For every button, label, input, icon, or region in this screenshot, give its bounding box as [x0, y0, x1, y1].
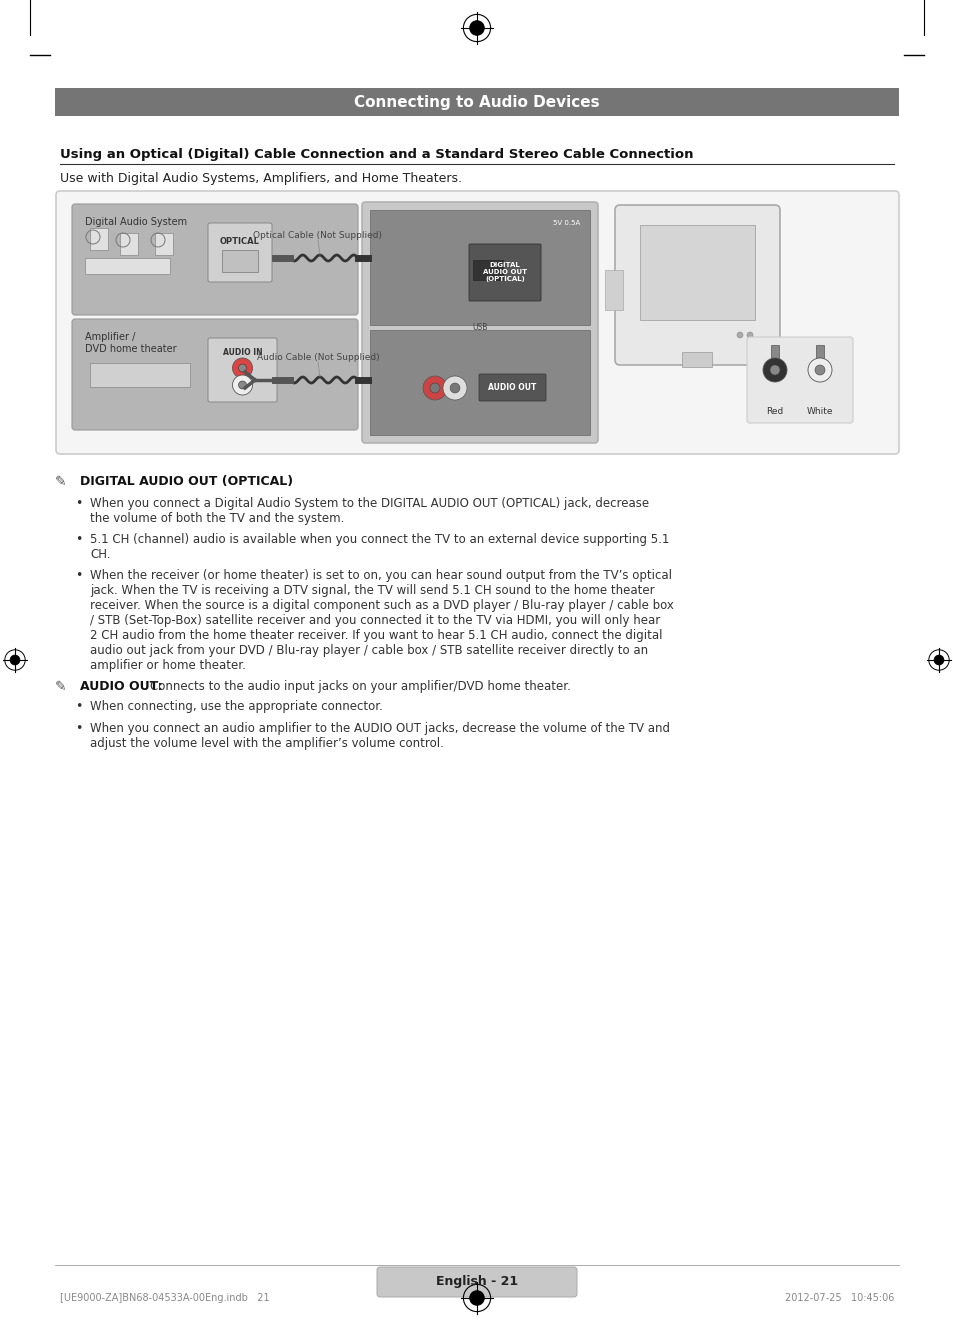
Circle shape	[469, 1291, 484, 1305]
Circle shape	[933, 655, 943, 664]
Circle shape	[422, 376, 447, 400]
Text: ✎: ✎	[55, 476, 67, 489]
Text: Use with Digital Audio Systems, Amplifiers, and Home Theaters.: Use with Digital Audio Systems, Amplifie…	[60, 172, 461, 185]
Text: Audio Cable (Not Supplied): Audio Cable (Not Supplied)	[256, 353, 379, 362]
Text: 5.1 CH (channel) audio is available when you connect the TV to an external devic: 5.1 CH (channel) audio is available when…	[90, 532, 669, 561]
Bar	[222, 250, 257, 272]
FancyBboxPatch shape	[56, 192, 898, 454]
Circle shape	[233, 375, 253, 395]
Bar	[473, 260, 502, 280]
Bar	[55, 89, 898, 116]
FancyBboxPatch shape	[746, 337, 852, 423]
FancyBboxPatch shape	[71, 203, 357, 314]
Text: 5V 0.5A: 5V 0.5A	[552, 221, 579, 226]
Bar	[154, 232, 172, 255]
Text: When you connect an audio amplifier to the AUDIO OUT jacks, decrease the volume : When you connect an audio amplifier to t…	[90, 723, 669, 750]
FancyBboxPatch shape	[208, 223, 272, 281]
Text: OPTICAL: OPTICAL	[220, 236, 259, 246]
Text: •: •	[75, 700, 82, 713]
Text: Digital Audio System: Digital Audio System	[85, 217, 187, 227]
Bar	[85, 258, 170, 273]
Text: Optical Cable (Not Supplied): Optical Cable (Not Supplied)	[253, 231, 382, 240]
Text: [UE9000-ZA]BN68-04533A-00Eng.indb   21: [UE9000-ZA]BN68-04533A-00Eng.indb 21	[60, 1293, 270, 1303]
Text: When the receiver (or home theater) is set to on, you can hear sound output from: When the receiver (or home theater) is s…	[90, 569, 673, 672]
Circle shape	[469, 21, 484, 36]
Bar	[90, 229, 108, 250]
Circle shape	[762, 358, 786, 382]
Text: DIGITAL AUDIO OUT (OPTICAL): DIGITAL AUDIO OUT (OPTICAL)	[80, 476, 293, 487]
Text: AUDIO IN: AUDIO IN	[222, 347, 262, 357]
Circle shape	[233, 358, 253, 378]
Circle shape	[814, 365, 824, 375]
Text: English - 21: English - 21	[436, 1276, 517, 1288]
Text: Using an Optical (Digital) Cable Connection and a Standard Stereo Cable Connecti: Using an Optical (Digital) Cable Connect…	[60, 148, 693, 161]
Text: When you connect a Digital Audio System to the DIGITAL AUDIO OUT (OPTICAL) jack,: When you connect a Digital Audio System …	[90, 497, 648, 524]
Text: DIGITAL
AUDIO OUT
(OPTICAL): DIGITAL AUDIO OUT (OPTICAL)	[482, 262, 526, 281]
Circle shape	[746, 332, 752, 338]
Circle shape	[442, 376, 467, 400]
FancyBboxPatch shape	[71, 318, 357, 431]
Text: •: •	[75, 569, 82, 583]
Text: Connects to the audio input jacks on your amplifier/DVD home theater.: Connects to the audio input jacks on you…	[150, 680, 570, 694]
Text: ✎: ✎	[55, 680, 67, 694]
Text: USB: USB	[472, 324, 487, 332]
FancyBboxPatch shape	[376, 1267, 577, 1297]
Bar	[639, 225, 754, 320]
Bar	[770, 345, 779, 370]
Circle shape	[10, 655, 20, 664]
Text: Connecting to Audio Devices: Connecting to Audio Devices	[354, 95, 599, 110]
Text: When connecting, use the appropriate connector.: When connecting, use the appropriate con…	[90, 700, 382, 713]
Text: •: •	[75, 532, 82, 546]
FancyBboxPatch shape	[361, 202, 598, 443]
Text: AUDIO OUT:: AUDIO OUT:	[80, 680, 162, 694]
Bar	[604, 269, 622, 310]
Text: White: White	[806, 407, 832, 416]
Bar	[120, 232, 138, 255]
Circle shape	[737, 332, 742, 338]
Bar	[815, 345, 823, 370]
Text: •: •	[75, 723, 82, 734]
Bar	[90, 363, 190, 387]
Circle shape	[238, 365, 246, 373]
Text: AUDIO OUT: AUDIO OUT	[487, 383, 536, 391]
Circle shape	[238, 380, 246, 388]
Circle shape	[430, 383, 439, 394]
FancyBboxPatch shape	[469, 244, 540, 301]
FancyBboxPatch shape	[208, 338, 276, 402]
Bar	[681, 351, 711, 367]
Bar	[370, 210, 589, 325]
Circle shape	[769, 365, 780, 375]
Text: Red: Red	[765, 407, 782, 416]
Bar	[370, 330, 589, 435]
Text: 2012-07-25   10:45:06: 2012-07-25 10:45:06	[783, 1293, 893, 1303]
Circle shape	[450, 383, 459, 394]
Text: •: •	[75, 497, 82, 510]
FancyBboxPatch shape	[615, 205, 780, 365]
Circle shape	[807, 358, 831, 382]
Text: Amplifier /
DVD home theater: Amplifier / DVD home theater	[85, 332, 176, 354]
FancyBboxPatch shape	[478, 374, 545, 402]
